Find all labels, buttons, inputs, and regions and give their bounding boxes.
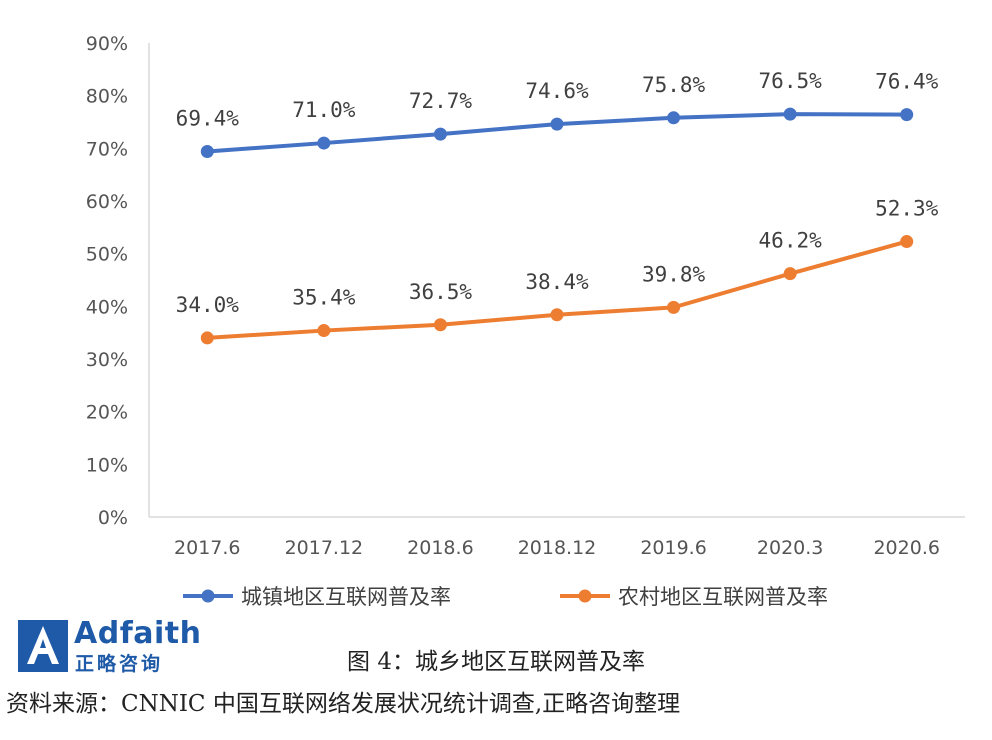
legend-label: 城镇地区互联网普及率 — [241, 585, 451, 609]
data-label: 39.8% — [642, 262, 706, 286]
figure-caption: 图 4：城乡地区互联网普及率 — [347, 649, 645, 675]
x-tick-label: 2018.6 — [407, 537, 473, 559]
data-label: 69.4% — [176, 106, 240, 130]
y-tick-label: 20% — [86, 402, 128, 424]
y-tick-label: 10% — [86, 454, 128, 476]
data-point — [433, 318, 447, 332]
y-tick-label: 40% — [86, 296, 128, 318]
x-tick-label: 2019.6 — [640, 537, 706, 559]
data-point — [200, 331, 214, 345]
x-tick-label: 2017.6 — [174, 537, 240, 559]
series-1: 69.4% 71.0% 72.7% 74.6% 75.8% 76.5% 76.4% — [176, 69, 939, 158]
line-chart: 0%10%20%30%40%50%60%70%80%90% 2017.6 2017… — [86, 33, 965, 609]
legend-marker — [201, 589, 215, 603]
y-tick-label: 60% — [86, 191, 128, 213]
data-label: 76.4% — [875, 70, 939, 94]
data-label: 34.0% — [176, 293, 240, 317]
x-tick-label: 2017.12 — [285, 537, 364, 559]
data-point — [317, 324, 331, 338]
logo-name: Adfaith — [74, 616, 202, 651]
data-label: 35.4% — [292, 286, 356, 310]
y-tick-label: 30% — [86, 349, 128, 371]
data-point — [783, 267, 797, 281]
y-tick-label: 50% — [86, 244, 128, 266]
data-point — [900, 108, 914, 122]
data-label: 71.0% — [292, 98, 356, 122]
data-label: 46.2% — [759, 229, 823, 253]
data-label: 75.8% — [642, 73, 706, 97]
series-2: 34.0% 35.4% 36.5% 38.4% 39.8% 46.2% 52.3% — [176, 197, 939, 345]
data-label: 38.4% — [525, 270, 589, 294]
y-tick-label: 80% — [86, 86, 128, 108]
source-note: 资料来源：CNNIC 中国互联网络发展状况统计调查,正略咨询整理 — [6, 691, 681, 717]
x-tick-label: 2018.12 — [518, 537, 597, 559]
x-axis-ticks: 2017.6 2017.12 2018.6 2018.12 2019.6 2020.3 20… — [174, 537, 940, 559]
data-point — [550, 117, 564, 131]
legend: 城镇地区互联网普及率 农村地区互联网普及率 — [183, 585, 828, 609]
y-tick-label: 90% — [86, 33, 128, 55]
x-tick-label: 2020.6 — [873, 537, 939, 559]
data-label: 52.3% — [875, 197, 939, 221]
data-point — [317, 136, 331, 150]
y-tick-label: 0% — [98, 507, 128, 529]
data-point — [433, 127, 447, 141]
y-tick-label: 70% — [86, 138, 128, 160]
y-axis-ticks: 0% 10% 20% 30% 40% 50% 60% 70% 80% 90% — [86, 33, 128, 529]
data-point — [783, 107, 797, 121]
data-label: 36.5% — [409, 280, 473, 304]
data-point — [200, 144, 214, 158]
adfaith-logo: Adfaith 正略咨询 — [18, 616, 208, 675]
x-tick-label: 2020.3 — [757, 537, 823, 559]
data-label: 74.6% — [525, 79, 589, 103]
data-label: 76.5% — [759, 69, 823, 93]
legend-marker — [578, 589, 592, 603]
series-group: 69.4% 71.0% 72.7% 74.6% 75.8% 76.5% 76.4% 34.0%… — [176, 69, 939, 345]
data-point — [900, 235, 914, 249]
data-point — [667, 300, 681, 314]
logo-name-cn: 正略咨询 — [75, 653, 164, 675]
logo-a-icon — [18, 620, 68, 672]
data-label: 72.7% — [409, 89, 473, 113]
legend-label: 农村地区互联网普及率 — [618, 585, 828, 609]
data-point — [550, 308, 564, 322]
data-point — [667, 111, 681, 125]
